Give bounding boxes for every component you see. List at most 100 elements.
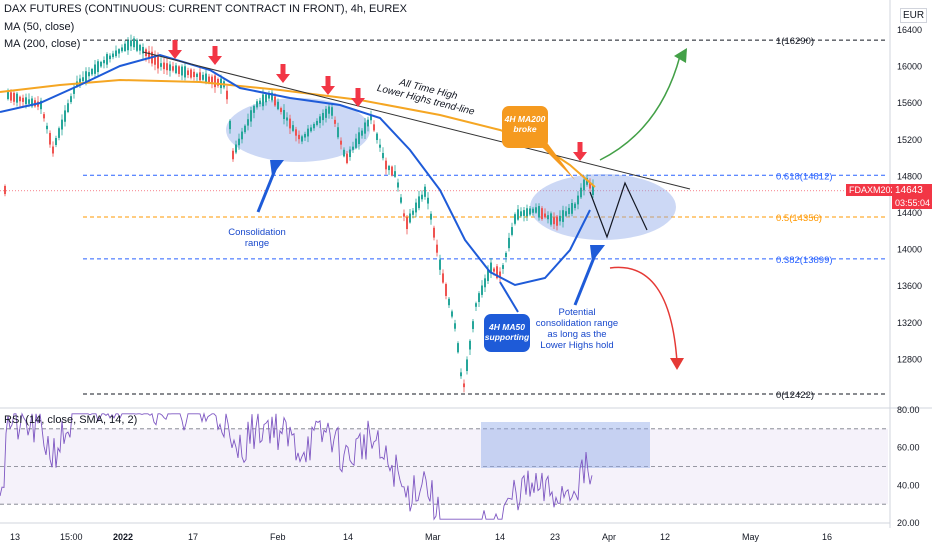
candle-body xyxy=(376,133,378,141)
candle-body xyxy=(469,340,471,350)
candle-body xyxy=(400,197,402,203)
time-tick-label: Mar xyxy=(425,532,441,542)
candle-body xyxy=(301,136,303,142)
lower-high-arrow xyxy=(325,76,331,86)
candle-body xyxy=(451,311,453,317)
candle-body xyxy=(493,268,495,272)
candle-body xyxy=(241,131,243,140)
candle-body xyxy=(415,202,417,213)
candle-body xyxy=(559,215,561,222)
candle-body xyxy=(427,197,429,204)
candle-body xyxy=(550,213,552,225)
candle-body xyxy=(262,94,264,107)
candle-body xyxy=(46,125,48,130)
candle-body xyxy=(232,150,234,160)
candle-body xyxy=(49,132,51,145)
candle-body xyxy=(403,213,405,217)
fib-label: 0.382(13899) xyxy=(776,255,833,266)
candle-body xyxy=(391,166,393,176)
ma200-callout-pointer xyxy=(535,140,575,180)
countdown-badge: 03:55:04 xyxy=(892,197,932,209)
price-tick-label: 13600 xyxy=(897,281,922,291)
candle-body xyxy=(124,43,126,51)
candle-body xyxy=(496,266,498,279)
ma50-legend: MA (50, close) xyxy=(4,21,75,33)
bullish-arrow-head xyxy=(674,48,687,63)
projection-zigzag xyxy=(589,181,648,239)
time-tick-label: 15:00 xyxy=(60,532,83,542)
time-tick-label: 12 xyxy=(660,532,670,542)
candle-body xyxy=(562,210,564,222)
lower-high-arrow-head xyxy=(168,50,182,59)
candle-body xyxy=(478,293,480,303)
fib-label: 0.5(14356) xyxy=(776,213,822,224)
candle-body xyxy=(511,227,513,235)
candle-body xyxy=(502,265,504,269)
candle-body xyxy=(154,55,156,65)
candle-body xyxy=(298,134,300,140)
candle-body xyxy=(175,65,177,74)
candle-body xyxy=(463,383,465,388)
candle-body xyxy=(52,146,54,154)
candle-body xyxy=(406,217,408,230)
candle-body xyxy=(247,119,249,126)
currency-label[interactable]: EUR xyxy=(900,8,928,23)
rsi-tick-label: 80.00 xyxy=(897,405,920,415)
candle-body xyxy=(115,50,117,57)
candles xyxy=(4,34,594,393)
candle-body xyxy=(490,262,492,274)
fib-levels: 1(16290) 0.618(14812) 0.5(14356) 0.382(1389… xyxy=(0,36,888,401)
bullish-projection-arrow xyxy=(599,55,681,161)
candle-body xyxy=(28,99,30,104)
candle-body xyxy=(382,153,384,159)
candle-body xyxy=(481,285,483,295)
candle-body xyxy=(346,153,348,164)
candle-body xyxy=(580,187,582,198)
candle-body xyxy=(445,284,447,296)
candle-body xyxy=(571,203,573,214)
consolidation-ellipse-left xyxy=(226,98,370,162)
candle-body xyxy=(574,203,576,209)
candle-body xyxy=(112,53,114,58)
candle-body xyxy=(61,119,63,130)
candle-body xyxy=(544,213,546,218)
price-tick-label: 15200 xyxy=(897,135,922,145)
candle-body xyxy=(310,127,312,132)
candle-body xyxy=(460,372,462,377)
candle-body xyxy=(484,278,486,288)
candle-body xyxy=(514,214,516,224)
candle-body xyxy=(55,138,57,145)
candle-body xyxy=(88,72,90,77)
price-pane[interactable] xyxy=(0,0,890,408)
candle-body xyxy=(529,208,531,215)
candle-body xyxy=(43,114,45,119)
ma50-line xyxy=(0,53,591,287)
candle-body xyxy=(73,87,75,94)
candle-body xyxy=(250,110,252,122)
time-tick-label: 14 xyxy=(495,532,505,542)
candle-body xyxy=(94,64,96,74)
candle-body xyxy=(361,130,363,136)
candle-body xyxy=(157,56,159,69)
candle-body xyxy=(568,207,570,214)
candle-body xyxy=(16,93,18,103)
candle-body xyxy=(334,119,336,124)
candle-body xyxy=(97,61,99,73)
candle-body xyxy=(172,66,174,71)
candle-body xyxy=(139,44,141,51)
candle-body xyxy=(526,208,528,217)
candle-body xyxy=(439,259,441,270)
candle-body xyxy=(457,343,459,353)
candle-body xyxy=(118,49,120,54)
candle-body xyxy=(178,66,180,74)
fib-label: 0.618(14812) xyxy=(776,171,833,182)
candle-body xyxy=(10,92,12,101)
candle-body xyxy=(394,171,396,177)
rsi-line xyxy=(0,412,593,521)
price-tick-label: 14800 xyxy=(897,171,922,181)
candle-body xyxy=(556,216,558,226)
lower-high-arrow-head xyxy=(208,56,222,65)
candle-body xyxy=(205,73,207,84)
candle-body xyxy=(280,108,282,112)
